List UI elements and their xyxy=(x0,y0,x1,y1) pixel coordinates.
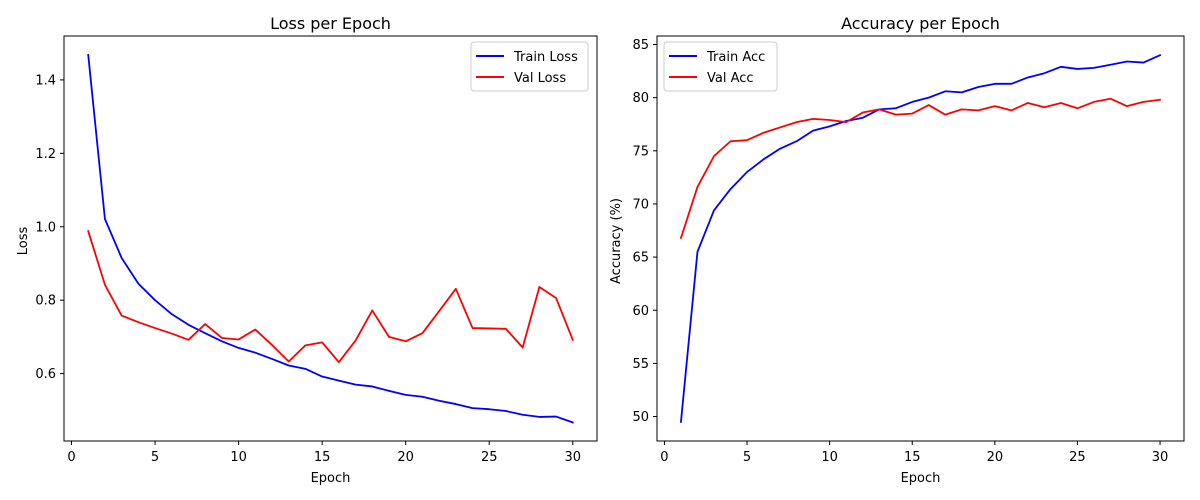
y-tick-label: 55 xyxy=(632,357,649,372)
axes-frame xyxy=(656,35,1185,442)
x-tick-label: 5 xyxy=(743,450,751,465)
x-tick-label: 30 xyxy=(564,450,581,465)
x-tick-label: 15 xyxy=(904,450,921,465)
y-axis-label: Loss xyxy=(16,227,31,256)
x-tick-label: 10 xyxy=(230,450,247,465)
x-tick-label: 10 xyxy=(821,450,838,465)
x-tick-label: 30 xyxy=(1152,450,1169,465)
y-tick-label: 70 xyxy=(632,197,649,212)
series-line-train-loss xyxy=(87,53,574,424)
y-tick-label: 0.8 xyxy=(35,294,56,309)
x-tick-label: 0 xyxy=(67,450,75,465)
x-axis-label: Epoch xyxy=(311,471,351,486)
x-tick-label: 20 xyxy=(987,450,1004,465)
y-tick-label: 75 xyxy=(632,144,649,159)
x-axis-label: Epoch xyxy=(901,471,941,486)
x-tick-label: 15 xyxy=(314,450,331,465)
chart-title: Accuracy per Epoch xyxy=(841,14,1000,33)
legend-label-val-acc: Val Acc xyxy=(707,71,754,86)
y-tick-label: 1.0 xyxy=(35,220,56,235)
x-tick-label: 25 xyxy=(481,450,498,465)
y-tick-label: 0.6 xyxy=(35,367,56,382)
accuracy-chart: Accuracy per Epoch 0 5 10 15 20 25 30 50 55 60 65 7… xyxy=(609,14,1185,486)
y-tick-label: 65 xyxy=(632,251,649,266)
y-tick-label: 1.2 xyxy=(35,147,56,162)
series-line-val-acc xyxy=(679,97,1162,240)
series-line-train-acc xyxy=(679,53,1162,423)
series-line-val-loss xyxy=(87,230,574,364)
y-axis-label: Accuracy (%) xyxy=(609,198,624,284)
y-tick-label: 80 xyxy=(632,91,649,106)
legend-box xyxy=(470,41,589,92)
x-tick-label: 25 xyxy=(1069,450,1086,465)
legend-box xyxy=(663,41,778,92)
legend-label-train-acc: Train Acc xyxy=(706,50,765,65)
y-tick-label: 60 xyxy=(632,304,649,319)
loss-chart: Loss per Epoch 0 5 10 15 20 25 30 0.6 0.8 1.0 1.2 1… xyxy=(16,14,598,486)
x-tick-label: 5 xyxy=(151,450,159,465)
x-tick-label: 0 xyxy=(660,450,668,465)
legend-label-train-loss: Train Loss xyxy=(513,50,578,65)
x-tick-label: 20 xyxy=(397,450,414,465)
chart-title: Loss per Epoch xyxy=(270,14,391,33)
y-tick-label: 1.4 xyxy=(35,73,56,88)
y-tick-label: 50 xyxy=(632,410,649,425)
legend-label-val-loss: Val Loss xyxy=(514,71,566,86)
legend: Train Loss Val Loss xyxy=(470,41,589,92)
axes-frame xyxy=(63,35,598,442)
y-tick-label: 85 xyxy=(632,38,649,53)
legend: Train Acc Val Acc xyxy=(663,41,778,92)
